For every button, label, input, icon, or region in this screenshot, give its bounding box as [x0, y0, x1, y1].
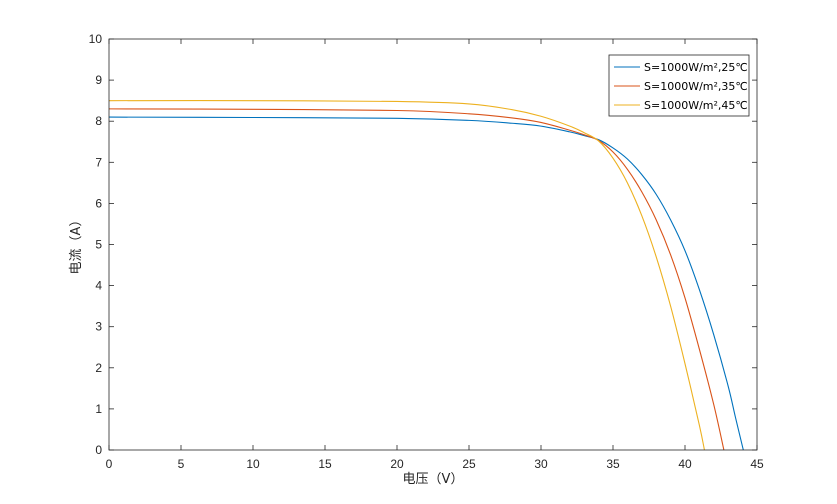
legend-label-3: S=1000W/m²,45℃ — [644, 99, 748, 112]
x-tick-label: 15 — [318, 457, 332, 471]
series-line-1 — [108, 116, 744, 451]
x-tick-label: 35 — [606, 457, 620, 471]
legend: S=1000W/m²,25℃ S=1000W/m²,35℃ S=1000W/m²,4… — [608, 54, 750, 117]
legend-label-1: S=1000W/m²,25℃ — [644, 61, 748, 74]
y-tick-label: 9 — [95, 73, 102, 87]
y-tick-label: 1 — [95, 402, 102, 416]
y-tick-label: 8 — [95, 114, 102, 128]
y-tick-label: 0 — [95, 443, 102, 457]
x-axis-label: 电压（V） — [403, 472, 464, 487]
x-tick-label: 30 — [534, 457, 548, 471]
y-tick-label: 5 — [95, 238, 102, 252]
x-tick-label: 40 — [678, 457, 692, 471]
y-tick-label: 6 — [95, 196, 102, 210]
legend-label-2: S=1000W/m²,35℃ — [644, 80, 748, 93]
y-tick-label: 3 — [95, 320, 102, 334]
series-line-3 — [108, 100, 705, 451]
x-tick-label: 5 — [178, 457, 185, 471]
y-axis-label: 电流（A） — [69, 214, 84, 275]
series-layer — [108, 100, 744, 451]
x-tick-label: 0 — [106, 457, 113, 471]
y-tick-label: 7 — [95, 155, 102, 169]
y-tick-label: 10 — [89, 32, 103, 46]
x-tick-label: 45 — [750, 457, 764, 471]
x-tick-label: 10 — [246, 457, 260, 471]
y-tick-label: 2 — [95, 361, 102, 375]
y-tick-label: 4 — [95, 279, 102, 293]
x-tick-label: 25 — [462, 457, 476, 471]
x-tick-label: 20 — [390, 457, 404, 471]
